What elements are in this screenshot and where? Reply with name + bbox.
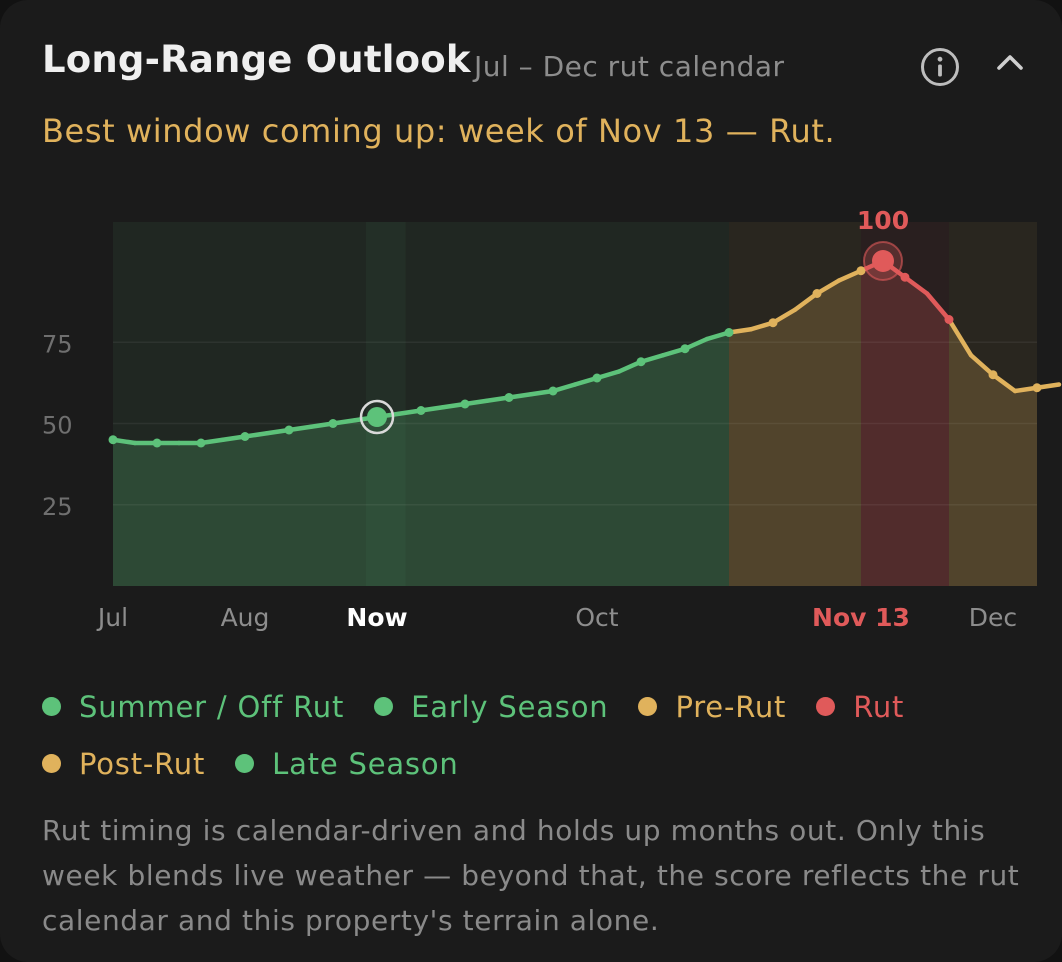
- phase-band: [113, 222, 729, 586]
- legend-dot: [638, 697, 658, 716]
- legend-item: Summer / Off Rut: [42, 690, 344, 724]
- phase-area: [113, 332, 729, 586]
- data-point: [592, 373, 602, 383]
- legend-item: Rut: [816, 690, 904, 724]
- data-point: [548, 386, 558, 396]
- data-point: [284, 425, 294, 435]
- legend-dot: [42, 697, 61, 716]
- data-point: [108, 435, 118, 445]
- now-marker: [367, 407, 387, 427]
- x-tick-label: Dec: [969, 603, 1017, 632]
- y-tick-label: 25: [42, 493, 73, 521]
- series-line-segment: [924, 291, 952, 322]
- series-line-segment: [792, 291, 820, 312]
- phase-area: [949, 319, 1037, 586]
- legend-item: Early Season: [374, 690, 608, 724]
- data-point: [328, 419, 338, 428]
- legend-dot: [42, 754, 61, 773]
- data-point: [944, 315, 954, 324]
- series-line-segment: [946, 317, 974, 358]
- data-point: [768, 318, 778, 328]
- data-point: [1032, 383, 1042, 393]
- legend-label: Early Season: [411, 689, 609, 724]
- peak-value-label: 100: [857, 206, 909, 235]
- data-point: [856, 266, 866, 276]
- legend-dot: [235, 754, 255, 773]
- phase-band: [949, 222, 1037, 586]
- series-line-segment: [902, 275, 930, 296]
- x-tick-label: Aug: [221, 603, 270, 632]
- data-point: [196, 438, 206, 448]
- chevron-up-icon[interactable]: [990, 44, 1030, 80]
- x-tick-label: Jul: [96, 603, 128, 632]
- data-point: [504, 393, 514, 402]
- series-line-segment: [990, 372, 1018, 394]
- phase-legend: Summer / Off Rut Early Season Pre-Rut Rut P…: [42, 678, 1042, 792]
- y-tick-label: 50: [42, 412, 73, 440]
- legend-label: Late Season: [272, 746, 459, 781]
- legend-dot: [816, 697, 836, 716]
- legend-label: Pre-Rut: [675, 689, 787, 724]
- x-tick-label: Now: [346, 603, 407, 632]
- x-tick-label: Nov 13: [812, 603, 910, 632]
- peak-marker: [872, 250, 894, 272]
- now-marker-ring: [359, 399, 395, 435]
- legend-label: Post-Rut: [79, 746, 206, 781]
- data-point: [724, 328, 734, 337]
- data-point: [812, 289, 822, 298]
- phase-band: [861, 222, 949, 586]
- phase-area: [861, 261, 949, 586]
- rut-score-chart: 25 50 75 100 Jul Aug Now Oct Nov 13 Dec: [42, 206, 1062, 632]
- footnote-text: Rut timing is calendar-driven and holds …: [42, 814, 1020, 937]
- data-point: [240, 432, 250, 441]
- y-tick-label: 75: [42, 330, 73, 358]
- legend-row: Post-Rut Late Season: [42, 735, 1042, 792]
- legend-label: Rut: [853, 689, 905, 724]
- card-title: Long-Range Outlook: [42, 38, 471, 81]
- data-point: [900, 272, 910, 282]
- info-circle-icon[interactable]: [919, 46, 961, 88]
- legend-item: Late Season: [235, 747, 458, 781]
- data-point: [988, 370, 998, 380]
- data-point: [636, 357, 646, 367]
- data-point: [680, 344, 690, 354]
- card-subtitle: Jul – Dec rut calendar: [474, 50, 785, 83]
- best-window-headline: Best window coming up: week of Nov 13 — …: [42, 112, 836, 150]
- legend-row: Summer / Off Rut Early Season Pre-Rut Rut: [42, 678, 1042, 735]
- data-point: [460, 399, 470, 409]
- legend-item: Pre-Rut: [638, 690, 786, 724]
- data-point: [152, 438, 162, 448]
- legend-dot: [374, 697, 394, 716]
- x-tick-label: Oct: [575, 603, 618, 632]
- data-point: [416, 406, 426, 415]
- series-line-segment: [968, 353, 996, 377]
- legend-label: Summer / Off Rut: [79, 689, 345, 724]
- legend-item: Post-Rut: [42, 747, 205, 781]
- phase-area: [729, 270, 861, 586]
